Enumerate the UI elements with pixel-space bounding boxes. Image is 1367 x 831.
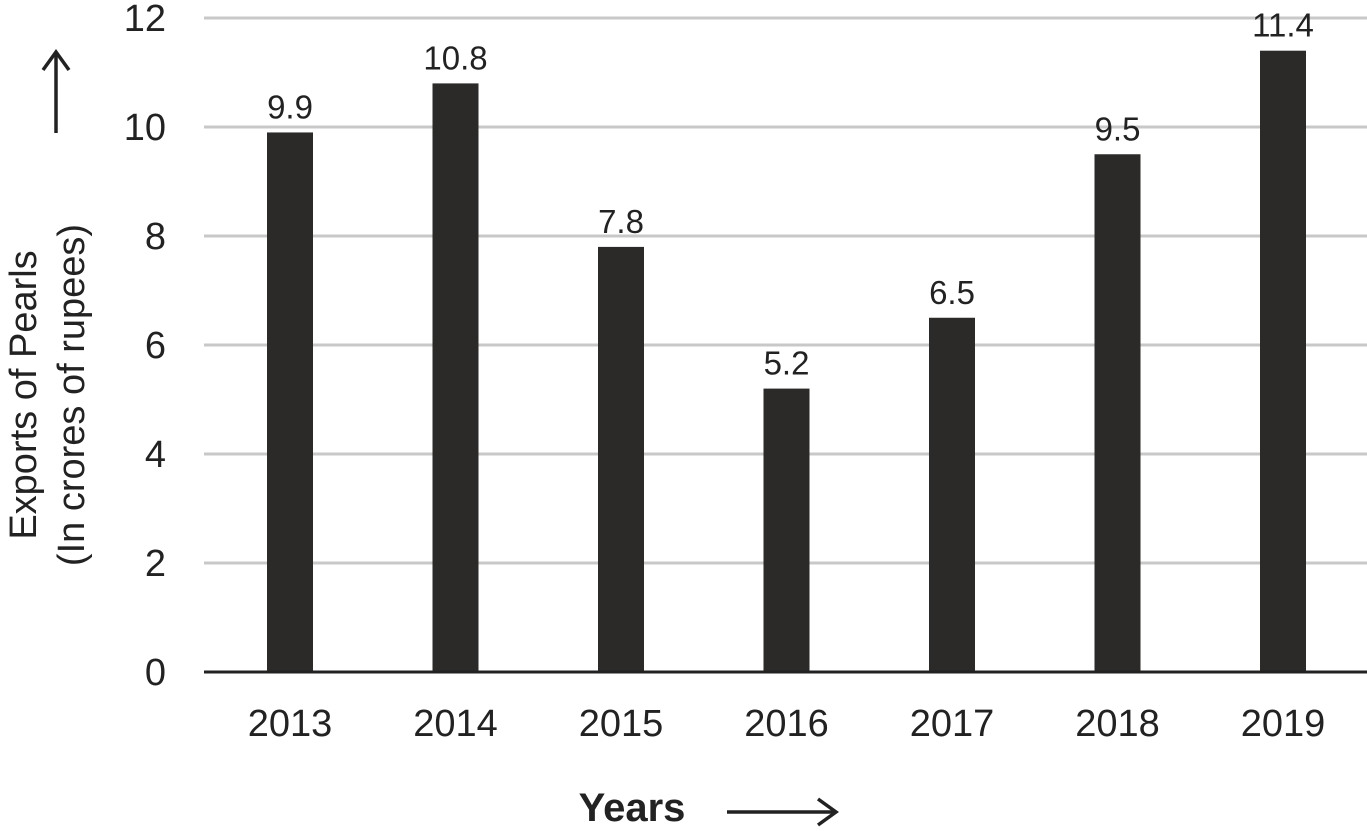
y-axis-tick-labels: 0 2 4 6 8 10 12 xyxy=(124,0,166,694)
y-tick-label: 6 xyxy=(145,325,166,367)
x-tick-label: 2013 xyxy=(248,703,333,745)
data-label: 5.2 xyxy=(764,345,810,382)
bar xyxy=(929,317,975,672)
bar xyxy=(1094,154,1141,672)
bar xyxy=(763,388,810,672)
y-axis-arrow-icon xyxy=(41,49,71,133)
gridlines xyxy=(204,16,1367,565)
y-tick-label: 12 xyxy=(124,0,166,40)
y-axis-title: Exports of Pearls (In crores of rupees) xyxy=(3,224,93,566)
bar xyxy=(598,246,644,672)
x-tick-label: 2017 xyxy=(910,703,995,745)
y-tick-label: 8 xyxy=(145,216,166,258)
x-axis-title: Years xyxy=(579,786,686,830)
data-label: 7.8 xyxy=(598,203,644,240)
bar xyxy=(1260,50,1306,672)
x-tick-label: 2015 xyxy=(579,703,664,745)
x-tick-label: 2016 xyxy=(744,703,829,745)
bars xyxy=(267,50,1306,672)
y-axis-title-line-1: Exports of Pearls xyxy=(3,250,45,539)
data-label: 9.5 xyxy=(1095,110,1141,147)
y-axis-title-line-2: (In crores of rupees) xyxy=(51,224,93,566)
y-tick-label: 2 xyxy=(145,543,166,585)
bar xyxy=(432,83,479,672)
x-tick-label: 2018 xyxy=(1075,703,1160,745)
data-label: 11.4 xyxy=(1252,7,1314,44)
data-label: 10.8 xyxy=(423,39,487,76)
x-axis-arrow-icon xyxy=(727,797,839,827)
bar xyxy=(267,132,313,672)
x-tick-label: 2019 xyxy=(1241,703,1326,745)
x-tick-label: 2014 xyxy=(413,703,498,745)
data-label: 9.9 xyxy=(267,88,313,125)
y-tick-label: 0 xyxy=(145,652,166,694)
data-label: 6.5 xyxy=(929,274,975,311)
y-tick-label: 10 xyxy=(124,107,166,149)
x-axis-tick-labels: 2013 2014 2015 2016 2017 2018 2019 xyxy=(248,703,1326,745)
data-labels: 9.9 10.8 7.8 5.2 6.5 9.5 11.4 xyxy=(267,7,1314,382)
y-tick-label: 4 xyxy=(145,434,166,476)
